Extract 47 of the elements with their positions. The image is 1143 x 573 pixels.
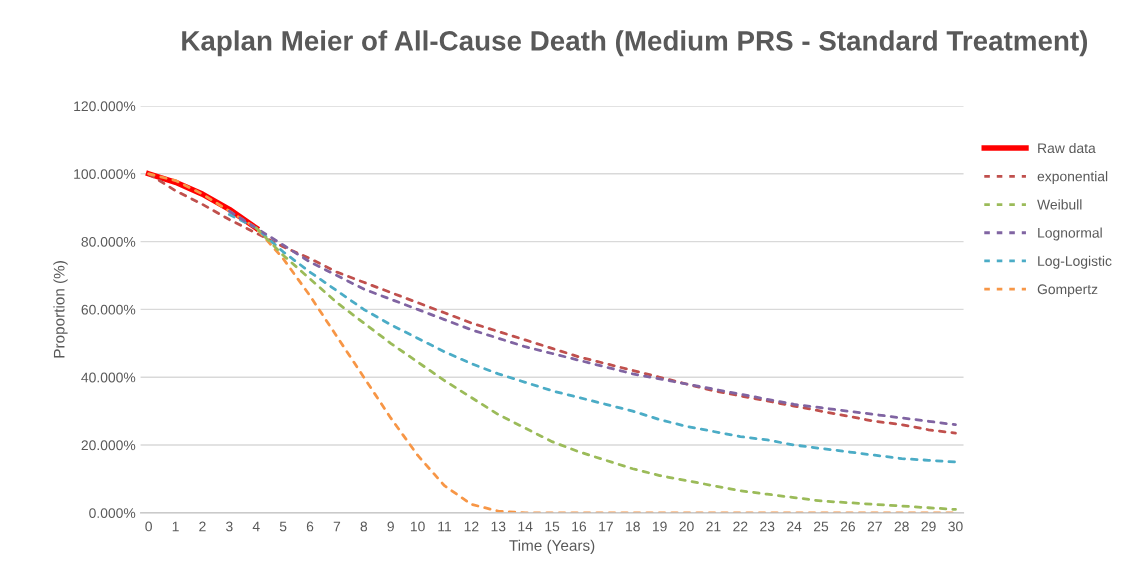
x-tick-label: 9 <box>387 521 394 532</box>
y-tick-label: 100.000% <box>74 169 136 179</box>
x-tick-label: 17 <box>599 521 613 532</box>
x-tick-label: 20 <box>679 521 694 532</box>
x-tick-label: 6 <box>306 521 314 532</box>
x-tick-label: 15 <box>545 521 560 532</box>
x-tick-label: 16 <box>572 521 587 532</box>
x-tick-label: 12 <box>464 521 479 532</box>
x-tick-label: 25 <box>813 521 829 532</box>
y-axis-title: Proportion (%) <box>53 261 68 358</box>
x-tick-label: 10 <box>410 521 425 532</box>
x-tick-label: 21 <box>706 521 721 532</box>
y-tick-label: 60.000% <box>81 304 136 315</box>
legend-label: Raw data <box>1038 142 1096 154</box>
x-tick-label: 14 <box>518 521 533 532</box>
x-tick-label: 28 <box>894 521 909 532</box>
x-tick-label: 11 <box>438 521 452 532</box>
y-tick-label: 0.000% <box>89 508 136 518</box>
chart-title: Kaplan Meier of All-Cause Death (Medium PRS - Standard Treatment) <box>182 30 1088 57</box>
legend-label: Weibull <box>1037 199 1082 210</box>
x-tick-label: 24 <box>787 521 802 532</box>
x-tick-label: 29 <box>921 521 936 532</box>
x-tick-label: 19 <box>652 521 667 532</box>
x-tick-label: 26 <box>840 521 856 532</box>
x-tick-label: 7 <box>333 521 341 532</box>
x-tick-label: 13 <box>491 521 506 532</box>
x-tick-label: 8 <box>360 521 368 532</box>
y-tick-label: 80.000% <box>81 236 136 247</box>
x-tick-label: 30 <box>948 521 963 532</box>
legend-label: Log-Logistic <box>1038 255 1112 269</box>
legend-label: Lognormal <box>1038 227 1102 241</box>
x-tick-label: 18 <box>626 521 640 532</box>
y-tick-label: 40.000% <box>81 372 136 383</box>
x-tick-label: 22 <box>733 521 748 532</box>
x-tick-label: 1 <box>172 521 179 532</box>
x-tick-label: 4 <box>252 521 260 532</box>
x-tick-label: 5 <box>279 521 287 532</box>
x-tick-label: 0 <box>145 521 152 532</box>
x-axis-title: Time (Years) <box>509 539 595 554</box>
y-tick-label: 120.000% <box>74 101 136 112</box>
x-tick-label: 2 <box>199 521 206 532</box>
x-tick-label: 3 <box>226 521 233 532</box>
legend-label: Gompertz <box>1037 284 1098 297</box>
legend-label: exponential <box>1037 171 1108 185</box>
y-tick-label: 20.000% <box>81 440 136 451</box>
x-tick-label: 23 <box>760 521 775 532</box>
x-tick-label: 27 <box>867 521 882 532</box>
